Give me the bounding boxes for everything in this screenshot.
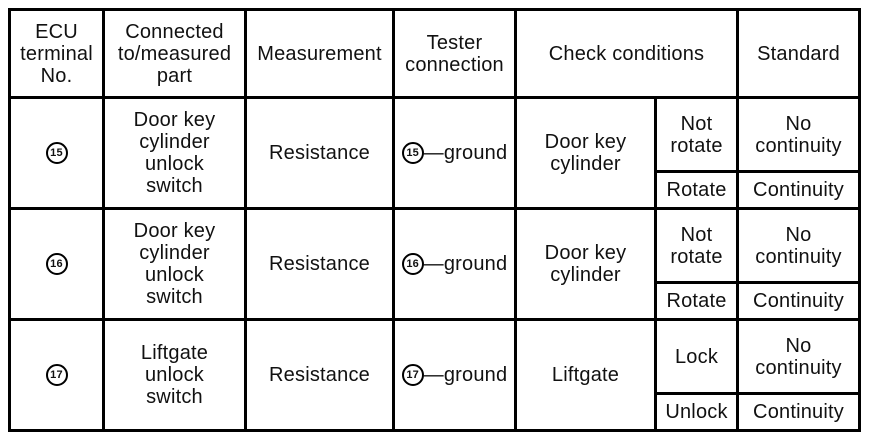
connected-part-cell: Liftgate unlock switch <box>102 318 247 432</box>
connected-part-cell: Door key cylinder unlock switch <box>102 207 247 321</box>
measurement-cell: Resistance <box>244 207 395 321</box>
ecu-check-table: ECU terminal No. Connected to/measured p… <box>8 8 862 432</box>
table-row: 16 Door key cylinder unlock switch Resis… <box>8 207 862 321</box>
standard-cell: No continuity <box>736 96 862 173</box>
header-connected-part: Connected to/measured part <box>102 8 247 99</box>
check-condition-cell: Liftgate <box>514 318 657 432</box>
condition-state-cell: Not rotate <box>653 207 740 284</box>
table-header-row: ECU terminal No. Connected to/measured p… <box>8 8 862 99</box>
tester-ground-text: —ground <box>423 141 508 164</box>
measurement-cell: Resistance <box>244 318 395 432</box>
terminal-cell: 17 <box>8 318 105 432</box>
condition-state-cell: Unlock <box>653 392 740 432</box>
check-condition-cell: Door key cylinder <box>514 207 657 321</box>
terminal-number-badge: 15 <box>45 142 68 165</box>
table-row: 15 Door key cylinder unlock switch Resis… <box>8 96 862 210</box>
header-measurement: Measurement <box>244 8 395 99</box>
header-check-conditions: Check conditions <box>513 8 740 99</box>
terminal-number-badge: 16 <box>401 253 424 276</box>
table-subrow: Unlock Continuity <box>10 392 862 432</box>
terminal-cell: 16 <box>8 207 105 321</box>
table-subrow: Rotate Continuity <box>10 170 862 210</box>
terminal-number-badge: 17 <box>45 364 68 387</box>
table-subrow: Rotate Continuity <box>10 281 862 321</box>
condition-state-cell: Lock <box>653 318 740 395</box>
standard-cell: Continuity <box>736 281 862 321</box>
tester-connection-cell: 15 —ground <box>392 96 517 210</box>
header-tester-connection: Tester connection <box>392 8 517 99</box>
header-ecu-terminal: ECU terminal No. <box>8 8 105 99</box>
tester-connection-cell: 16 —ground <box>392 207 517 321</box>
connected-part-cell: Door key cylinder unlock switch <box>102 96 247 210</box>
terminal-cell: 15 <box>8 96 105 210</box>
table-row: 17 Liftgate unlock switch Resistance 17—… <box>8 318 862 432</box>
standard-cell: Continuity <box>736 170 862 210</box>
standard-cell: Continuity <box>736 392 862 432</box>
condition-state-cell: Rotate <box>653 281 740 321</box>
condition-state-cell: Rotate <box>653 170 740 210</box>
condition-state-cell: Not rotate <box>653 96 740 173</box>
header-standard: Standard <box>736 8 862 99</box>
terminal-number-badge: 17 <box>401 364 424 387</box>
tester-connection-cell: 17 —ground <box>392 318 517 432</box>
check-condition-cell: Door key cylinder <box>514 96 657 210</box>
standard-cell: No continuity <box>736 318 862 395</box>
tester-ground-text: —ground <box>423 252 508 275</box>
standard-cell: No continuity <box>736 207 862 284</box>
terminal-number-badge: 16 <box>45 253 68 276</box>
terminal-number-badge: 15 <box>401 142 424 165</box>
tester-ground-text: —ground <box>423 363 508 386</box>
measurement-cell: Resistance <box>244 96 395 210</box>
